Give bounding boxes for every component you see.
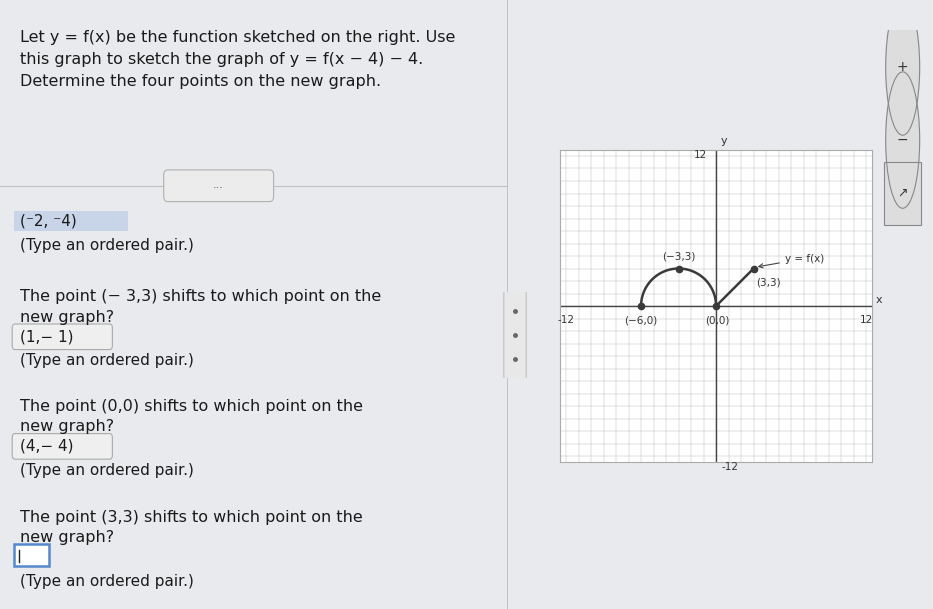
- FancyBboxPatch shape: [163, 170, 273, 202]
- Text: (1,− 1): (1,− 1): [21, 329, 74, 344]
- FancyBboxPatch shape: [884, 162, 921, 225]
- Text: (0,0): (0,0): [705, 315, 730, 325]
- Text: ↗: ↗: [898, 187, 908, 200]
- Text: y = f(x): y = f(x): [759, 253, 824, 268]
- FancyBboxPatch shape: [504, 288, 526, 382]
- FancyBboxPatch shape: [12, 434, 112, 459]
- FancyBboxPatch shape: [12, 324, 112, 350]
- Circle shape: [885, 0, 920, 135]
- Text: +: +: [897, 60, 909, 74]
- Text: (Type an ordered pair.): (Type an ordered pair.): [21, 574, 194, 590]
- Text: -12: -12: [558, 315, 575, 325]
- Circle shape: [885, 72, 920, 208]
- Text: 12: 12: [859, 315, 872, 325]
- Text: The point (0,0) shifts to which point on the
new graph?: The point (0,0) shifts to which point on…: [21, 399, 363, 434]
- Text: −: −: [897, 133, 909, 147]
- Text: x: x: [876, 295, 883, 304]
- Text: Let y = f(x) be the function sketched on the right. Use
this graph to sketch the: Let y = f(x) be the function sketched on…: [21, 30, 455, 89]
- Text: (3,3): (3,3): [756, 277, 781, 287]
- Text: y: y: [721, 136, 728, 146]
- Text: 12: 12: [694, 150, 707, 160]
- Text: ...: ...: [214, 180, 224, 190]
- Text: (−6,0): (−6,0): [624, 315, 658, 325]
- Text: The point (3,3) shifts to which point on the
new graph?: The point (3,3) shifts to which point on…: [21, 510, 363, 545]
- Text: -12: -12: [721, 462, 738, 473]
- FancyBboxPatch shape: [14, 544, 49, 566]
- Text: (Type an ordered pair.): (Type an ordered pair.): [21, 238, 194, 253]
- Text: (4,− 4): (4,− 4): [21, 439, 74, 454]
- Text: The point (− 3,3) shifts to which point on the
new graph?: The point (− 3,3) shifts to which point …: [21, 289, 382, 325]
- Text: (Type an ordered pair.): (Type an ordered pair.): [21, 353, 194, 368]
- FancyBboxPatch shape: [14, 211, 128, 231]
- Text: (⁻2, ⁻4): (⁻2, ⁻4): [21, 214, 77, 228]
- Text: (Type an ordered pair.): (Type an ordered pair.): [21, 463, 194, 478]
- Text: (−3,3): (−3,3): [661, 252, 695, 262]
